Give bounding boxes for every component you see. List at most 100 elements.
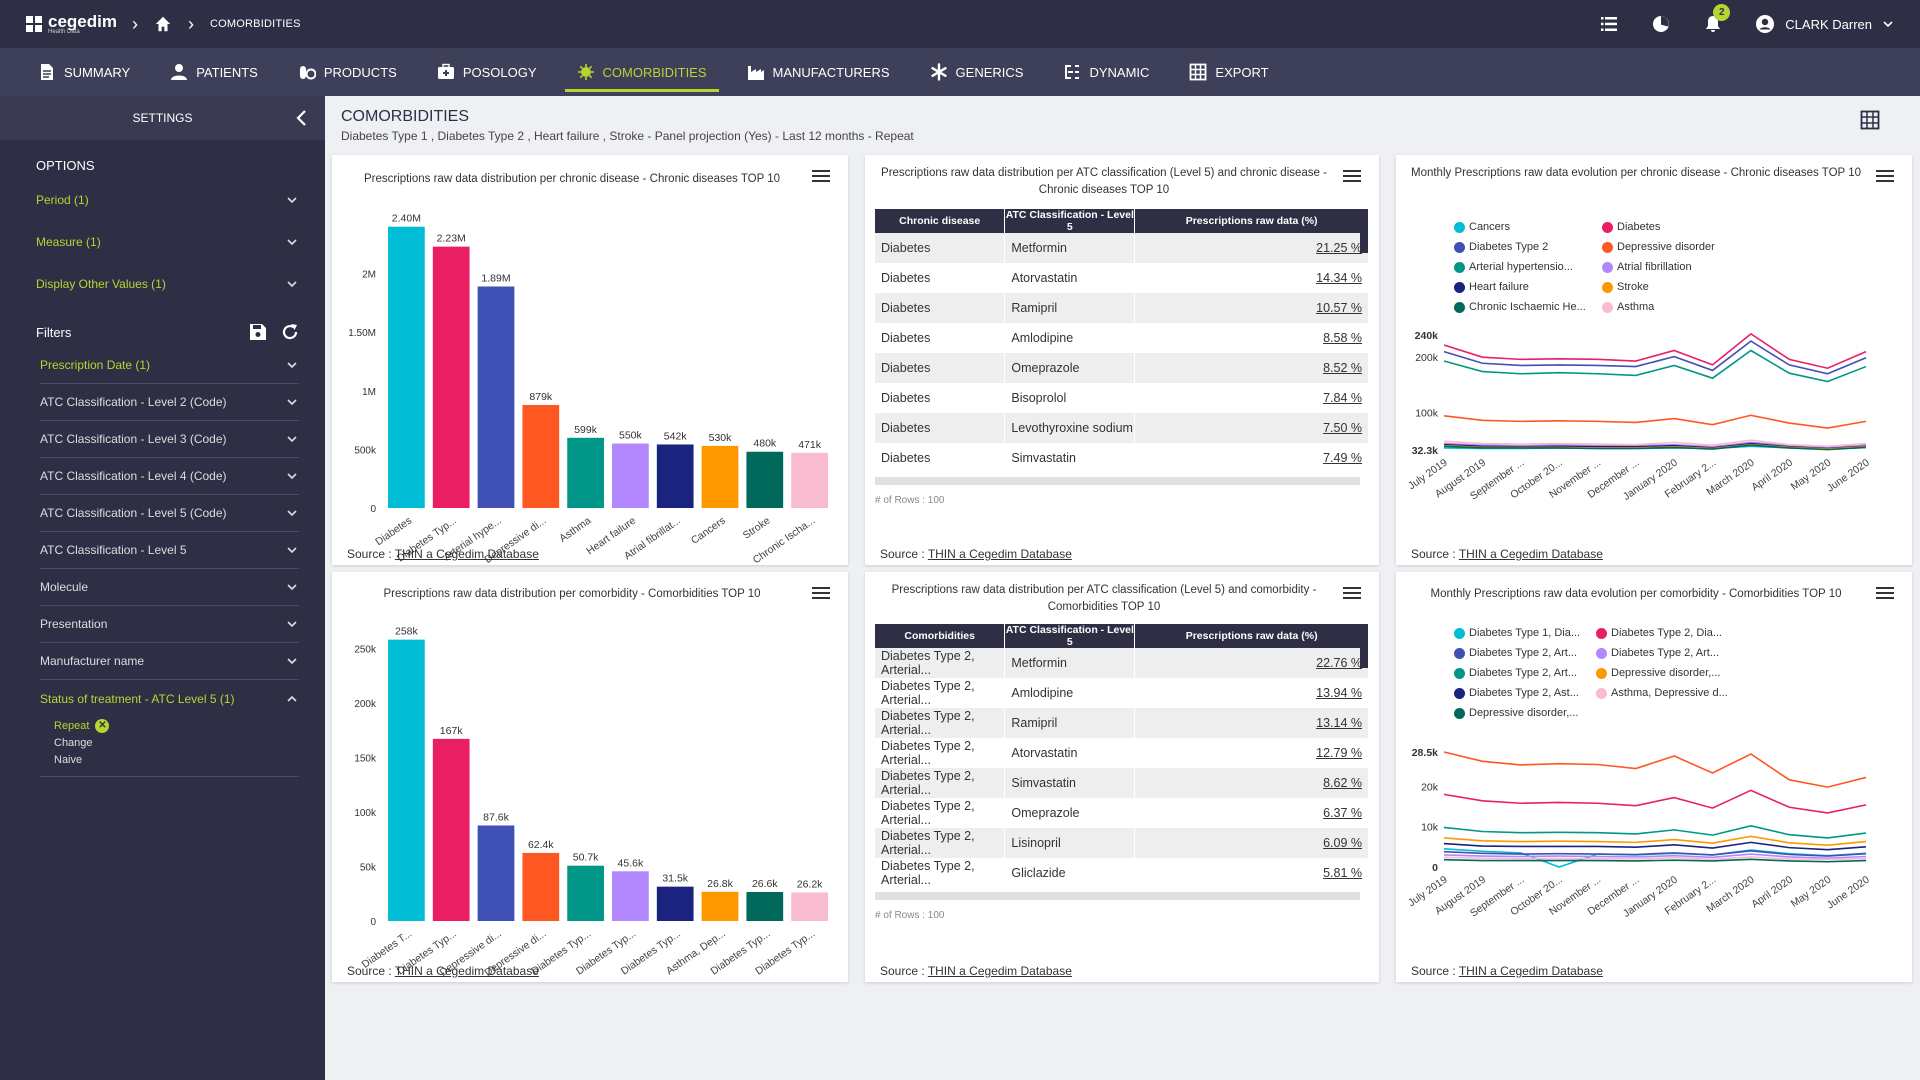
- notifications-button[interactable]: 2: [1703, 4, 1731, 34]
- status-option-repeat[interactable]: Repeat ✕: [54, 717, 325, 734]
- table-row[interactable]: Diabetes Metformin 21.25 %: [875, 233, 1369, 263]
- bar[interactable]: [656, 886, 694, 921]
- legend-item[interactable]: Diabetes Type 2, Ast...: [1454, 687, 1579, 699]
- series-line[interactable]: [1443, 789, 1867, 814]
- tab-export[interactable]: EXPORT: [1177, 48, 1280, 96]
- source-link[interactable]: THIN a Cegedim Database: [394, 547, 539, 561]
- filter-dropdown[interactable]: ATC Classification - Level 3 (Code): [40, 421, 299, 458]
- tab-patients[interactable]: PATIENTS: [158, 48, 270, 96]
- series-line[interactable]: [1443, 835, 1867, 847]
- source-link[interactable]: THIN a Cegedim Database: [1458, 547, 1603, 561]
- filter-dropdown[interactable]: Presentation: [40, 606, 299, 643]
- bar[interactable]: [477, 825, 515, 921]
- series-line[interactable]: [1443, 441, 1867, 449]
- bar[interactable]: [791, 892, 828, 921]
- remove-icon[interactable]: ✕: [95, 718, 110, 733]
- bar[interactable]: [388, 639, 425, 921]
- bar[interactable]: [612, 443, 649, 508]
- bar[interactable]: [432, 246, 470, 509]
- table-row[interactable]: Diabetes Bisoprolol 7.84 %: [875, 383, 1369, 413]
- series-line[interactable]: [1443, 439, 1867, 448]
- bar[interactable]: [746, 891, 784, 921]
- filter-dropdown[interactable]: Manufacturer name: [40, 643, 299, 680]
- table-row[interactable]: Diabetes Levothyroxine sodium 7.50 %: [875, 413, 1369, 443]
- legend-item[interactable]: Diabetes Type 2, Art...: [1454, 647, 1577, 659]
- table-row[interactable]: Diabetes Type 2, Arterial... Omeprazole 6.…: [875, 798, 1369, 828]
- status-option-change[interactable]: Change: [54, 734, 325, 751]
- source-link[interactable]: THIN a Cegedim Database: [394, 964, 539, 978]
- legend-item[interactable]: Diabetes Type 1, Dia...: [1454, 627, 1580, 639]
- filter-dropdown[interactable]: ATC Classification - Level 4 (Code): [40, 458, 299, 495]
- bar[interactable]: [567, 865, 604, 921]
- tab-posology[interactable]: POSOLOGY: [425, 48, 549, 96]
- cegedim-logo[interactable]: cegedim Health Data: [26, 13, 117, 35]
- layout-grid-icon[interactable]: [1860, 110, 1880, 130]
- series-line[interactable]: [1443, 850, 1867, 857]
- series-line[interactable]: [1443, 841, 1867, 851]
- hamburger-menu-icon[interactable]: [812, 586, 830, 600]
- source-link[interactable]: THIN a Cegedim Database: [927, 547, 1072, 561]
- table-row[interactable]: Diabetes Type 2, Arterial... Lisinopril 6.…: [875, 828, 1369, 858]
- bar[interactable]: [656, 444, 694, 508]
- legend-item[interactable]: Stroke: [1602, 281, 1649, 293]
- hamburger-menu-icon[interactable]: [1876, 586, 1894, 600]
- series-line[interactable]: [1443, 751, 1867, 788]
- series-line[interactable]: [1443, 444, 1867, 451]
- legend-item[interactable]: Asthma, Depressive d...: [1596, 687, 1728, 699]
- column-header[interactable]: Prescriptions raw data (%): [1134, 209, 1369, 233]
- column-header[interactable]: Prescriptions raw data (%): [1134, 624, 1369, 648]
- bar[interactable]: [522, 852, 560, 921]
- tab-generics[interactable]: GENERICS: [918, 48, 1036, 96]
- legend-item[interactable]: Depressive disorder,...: [1454, 707, 1578, 719]
- table-row[interactable]: Diabetes Atorvastatin 14.34 %: [875, 263, 1369, 293]
- filter-dropdown[interactable]: ATC Classification - Level 2 (Code): [40, 384, 299, 421]
- bar[interactable]: [746, 451, 784, 508]
- bar[interactable]: [388, 226, 425, 508]
- filter-dropdown[interactable]: Status of treatment - ATC Level 5 (1): [40, 680, 299, 717]
- filter-dropdown[interactable]: Prescription Date (1): [40, 347, 299, 384]
- legend-item[interactable]: Depressive disorder,...: [1596, 667, 1720, 679]
- series-line[interactable]: [1443, 414, 1867, 429]
- table-row[interactable]: Diabetes Omeprazole 8.52 %: [875, 353, 1369, 383]
- legend-item[interactable]: Diabetes Type 2, Art...: [1454, 667, 1577, 679]
- table-row[interactable]: Diabetes Type 2, Arterial... Gliclazide 5.…: [875, 858, 1369, 888]
- series-line[interactable]: [1443, 858, 1867, 863]
- tab-comorbidities[interactable]: COMORBIDITIES: [564, 48, 719, 96]
- status-option-naive[interactable]: Naive: [54, 751, 325, 768]
- column-header[interactable]: ATC Classification - Level 5: [1004, 624, 1136, 648]
- series-line[interactable]: [1443, 340, 1867, 375]
- legend-item[interactable]: Cancers: [1454, 221, 1510, 233]
- hamburger-menu-icon[interactable]: [812, 169, 830, 183]
- column-header[interactable]: Chronic disease: [875, 209, 1006, 233]
- refresh-icon[interactable]: [281, 323, 299, 341]
- source-link[interactable]: THIN a Cegedim Database: [1458, 964, 1603, 978]
- hamburger-menu-icon[interactable]: [1343, 586, 1361, 600]
- filter-dropdown[interactable]: Molecule: [40, 569, 299, 606]
- home-icon[interactable]: [154, 15, 172, 33]
- legend-item[interactable]: Atrial fibrillation: [1602, 261, 1692, 273]
- table-row[interactable]: Diabetes Amlodipine 8.58 %: [875, 323, 1369, 353]
- legend-item[interactable]: Diabetes: [1602, 221, 1660, 233]
- series-line[interactable]: [1443, 825, 1867, 839]
- list-icon[interactable]: [1599, 14, 1619, 34]
- legend-item[interactable]: Depressive disorder: [1602, 241, 1715, 253]
- option-dropdown[interactable]: Measure (1): [36, 221, 299, 263]
- series-line[interactable]: [1443, 853, 1867, 859]
- table-row[interactable]: Diabetes Type 2, Arterial... Amlodipine 13…: [875, 678, 1369, 708]
- pie-chart-icon[interactable]: [1651, 14, 1671, 34]
- series-line[interactable]: [1443, 349, 1867, 383]
- collapse-chevron-icon[interactable]: [295, 108, 309, 128]
- hamburger-menu-icon[interactable]: [1343, 169, 1361, 183]
- tab-manufacturers[interactable]: MANUFACTURERS: [735, 48, 902, 96]
- legend-item[interactable]: Arterial hypertensio...: [1454, 261, 1573, 273]
- legend-item[interactable]: Heart failure: [1454, 281, 1529, 293]
- filter-dropdown[interactable]: ATC Classification - Level 5: [40, 532, 299, 569]
- tab-products[interactable]: PRODUCTS: [286, 48, 409, 96]
- filter-dropdown[interactable]: ATC Classification - Level 5 (Code): [40, 495, 299, 532]
- series-line[interactable]: [1443, 332, 1867, 370]
- vertical-scrollbar[interactable]: [1360, 209, 1368, 253]
- legend-item[interactable]: Asthma: [1602, 301, 1654, 313]
- bar[interactable]: [612, 871, 649, 921]
- column-header[interactable]: ATC Classification - Level 5: [1004, 209, 1136, 233]
- hamburger-menu-icon[interactable]: [1876, 169, 1894, 183]
